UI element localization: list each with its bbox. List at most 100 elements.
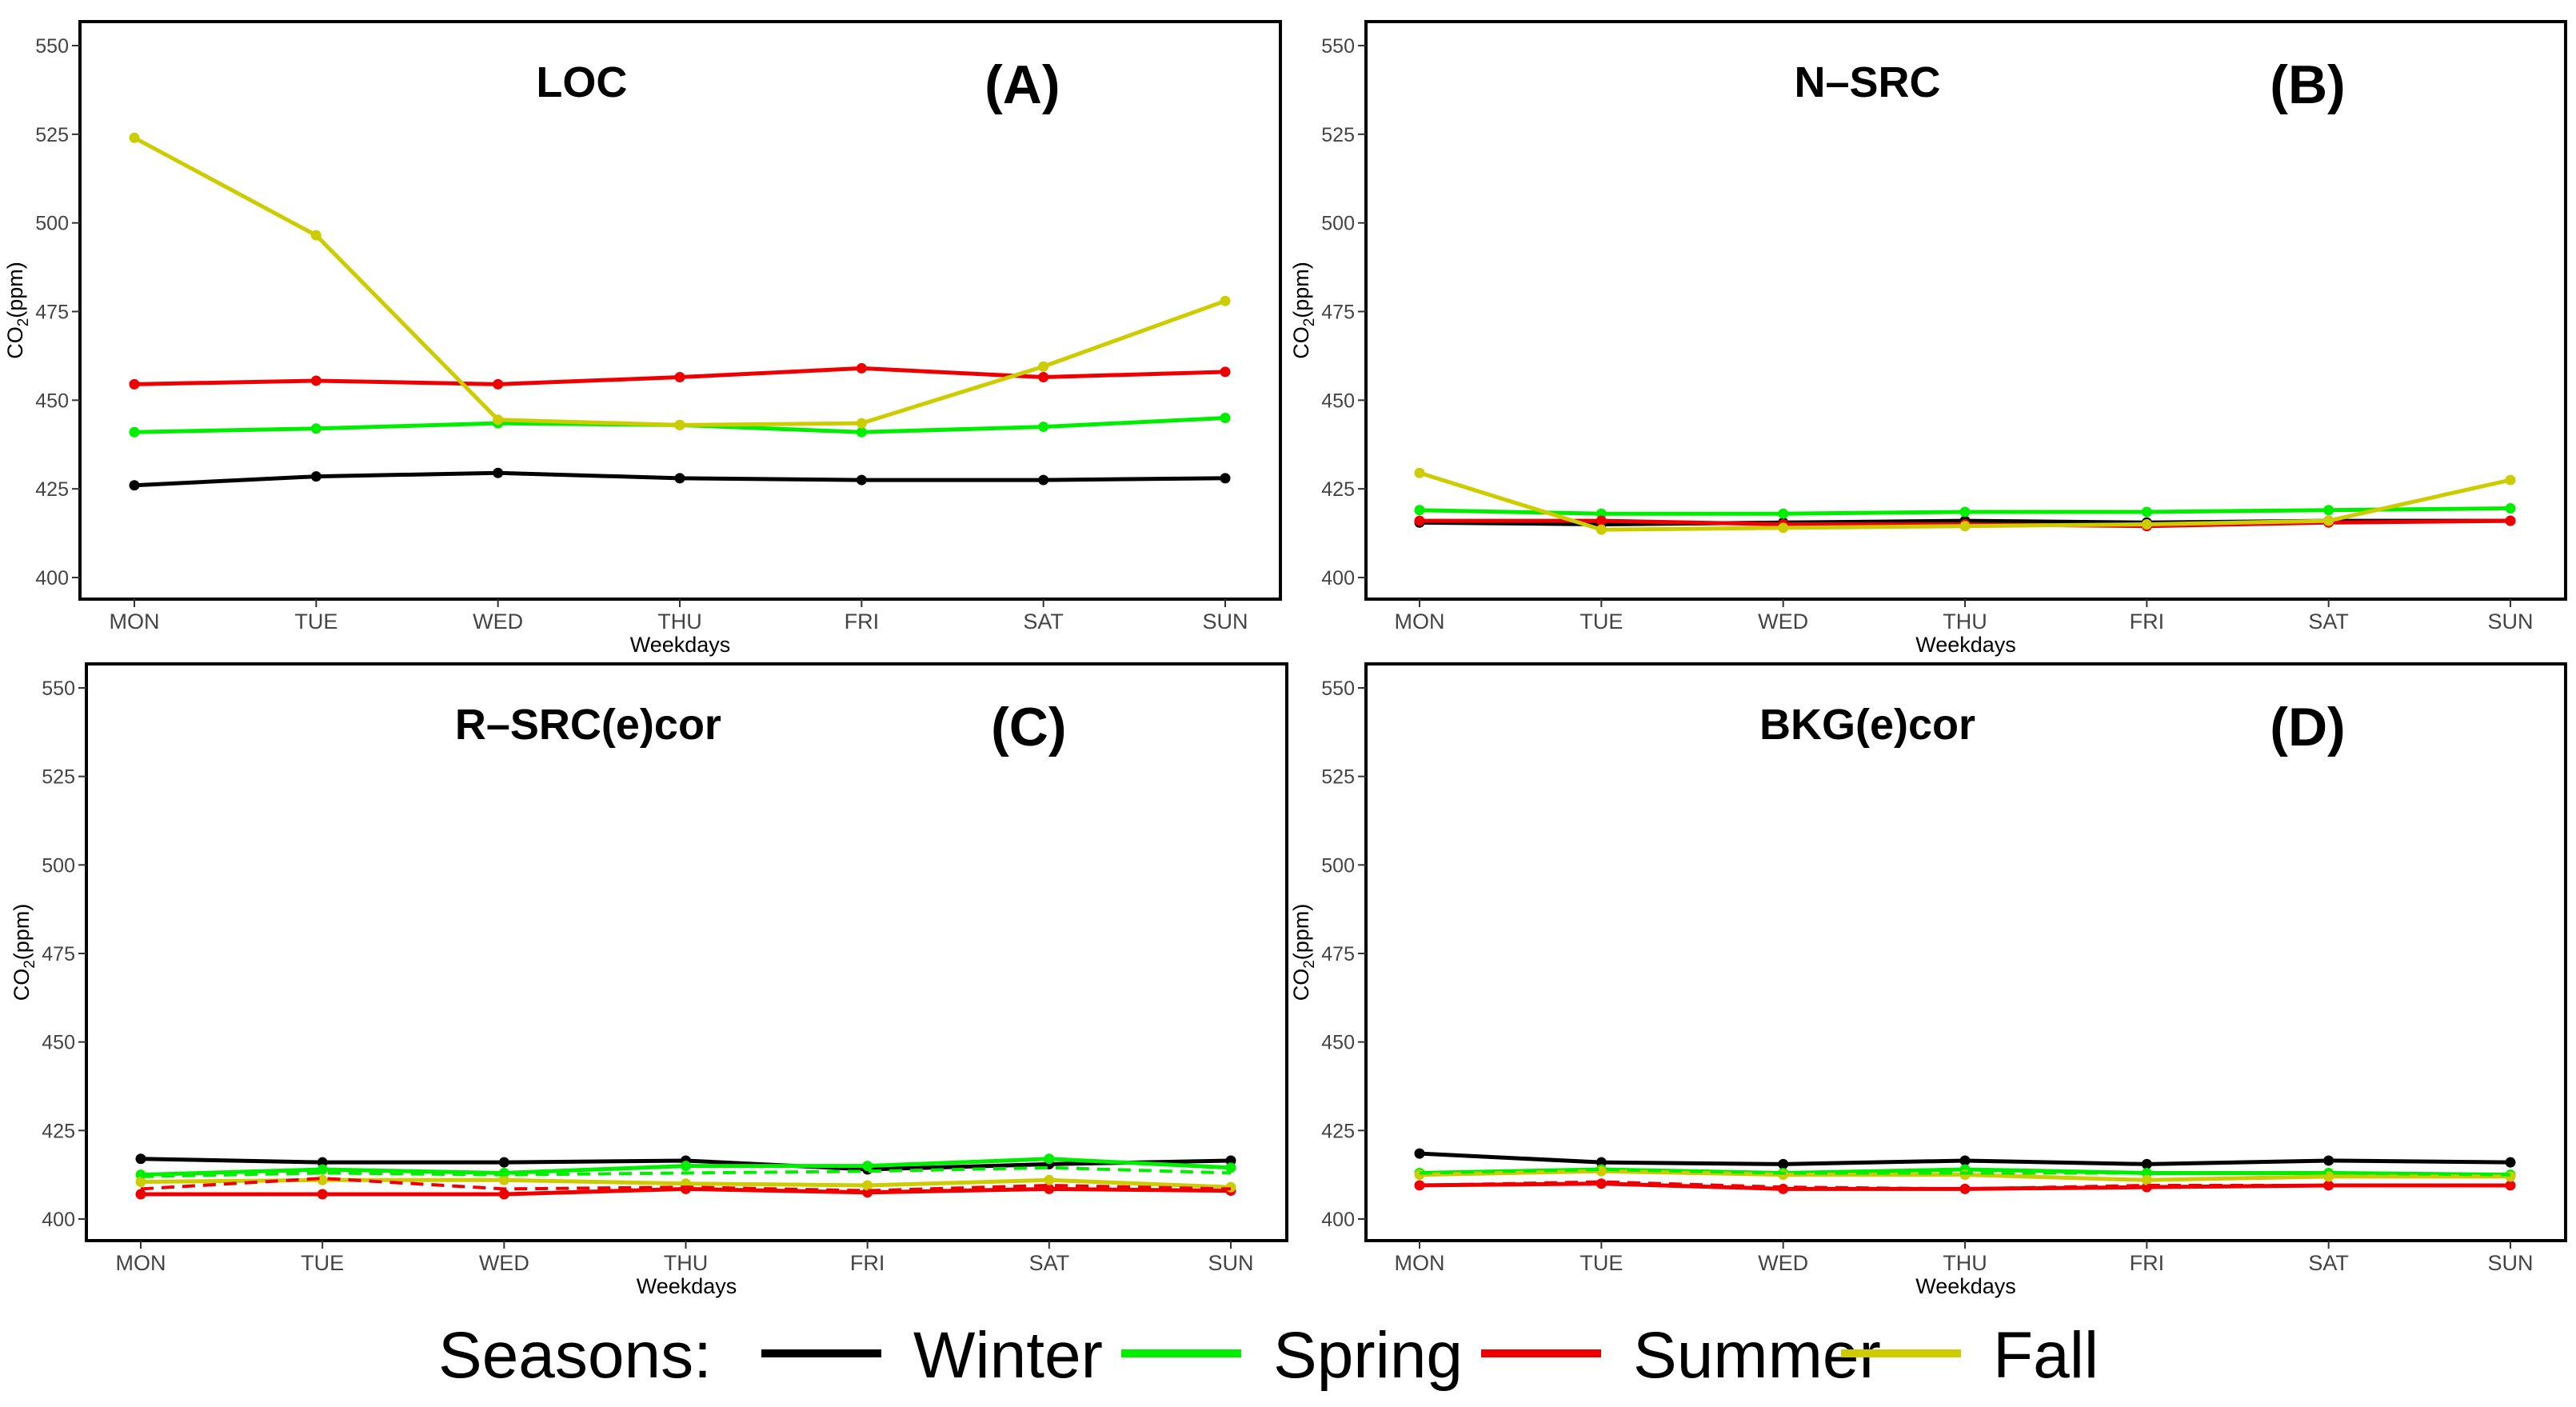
panel-frame	[78, 20, 1282, 601]
y-tick-label: 525	[1321, 766, 1355, 789]
legend-label-spring: Spring	[1273, 1319, 1463, 1392]
y-axis-label-part: (ppm)	[1289, 262, 1313, 318]
y-axis-label: CO2(ppm)	[1289, 904, 1318, 1001]
panel-c: 400 425 450 475 500 525 550 MON TUE WED THU FRI SAT S…	[10, 662, 1288, 1298]
data-point-spring	[1038, 422, 1049, 433]
series-line-spring-dashed	[1419, 1168, 2511, 1177]
data-point-fall	[2505, 1171, 2516, 1182]
data-point-fall	[310, 230, 322, 241]
panel-title: N–SRC	[1794, 58, 1940, 106]
data-point-summer	[2323, 1180, 2334, 1191]
data-point-fall	[1225, 1181, 1236, 1193]
x-axis-label: Weekdays	[637, 1274, 737, 1298]
data-point-spring	[1044, 1153, 1055, 1165]
y-tick-label: 400	[42, 1209, 75, 1231]
data-point-spring	[1220, 413, 1231, 423]
series-winter	[135, 1153, 1236, 1175]
x-tick-label: MON	[110, 610, 160, 634]
legend-title: Seasons:	[438, 1319, 712, 1392]
y-tick-label: 550	[35, 35, 69, 58]
y-axis-label-part: 2	[22, 960, 38, 969]
data-point-winter	[493, 467, 504, 478]
series-summer	[1414, 1178, 2516, 1194]
panel-b: 400 425 450 475 500 525 550 MON TUE WED THU FRI SAT S…	[1289, 20, 2567, 657]
data-point-summer	[1596, 1178, 1607, 1189]
series-winter	[1414, 1148, 2516, 1169]
y-tick-label: 450	[1321, 390, 1355, 412]
y-tick-label: 525	[42, 766, 75, 789]
y-tick-label: 425	[1321, 478, 1355, 501]
data-point-fall	[1220, 295, 1231, 306]
y-tick-label: 475	[1321, 943, 1355, 965]
y-axis-label: CO2(ppm)	[10, 904, 38, 1001]
panel-frame	[1364, 662, 2567, 1242]
y-axis-label-part: (ppm)	[3, 262, 27, 318]
x-tick-label: TUE	[294, 610, 337, 634]
data-point-fall	[2323, 515, 2334, 526]
series-spring	[135, 1153, 1236, 1181]
panel-letter: (A)	[984, 54, 1060, 115]
y-axis-label: CO2(ppm)	[1289, 262, 1318, 359]
data-point-summer	[1038, 372, 1049, 383]
y-tick-label: 425	[35, 478, 69, 501]
x-axis-label: Weekdays	[630, 633, 731, 657]
panel-letter: (B)	[2270, 54, 2345, 115]
data-point-summer	[1778, 1183, 1789, 1194]
data-point-summer	[135, 1189, 146, 1200]
data-point-fall	[129, 132, 140, 143]
y-axis-label-part: 2	[15, 318, 32, 327]
x-tick-label: THU	[657, 610, 702, 634]
y-tick-label: 450	[35, 390, 69, 412]
y-tick-label: 400	[1321, 567, 1355, 590]
y-tick-label: 525	[35, 124, 69, 146]
series-spring	[1414, 503, 2516, 519]
y-tick-label: 500	[1321, 854, 1355, 877]
x-axis-label: Weekdays	[1915, 1274, 2016, 1298]
x-tick-label: SUN	[1208, 1251, 1253, 1275]
x-tick-label: SUN	[1202, 610, 1248, 634]
y-tick-label: 550	[1321, 678, 1355, 700]
series-spring-dashed	[1419, 1168, 2511, 1177]
x-tick-label: TUE	[1580, 1251, 1623, 1275]
y-tick-label: 550	[42, 678, 75, 700]
data-point-summer	[317, 1189, 328, 1200]
y-tick-label: 475	[35, 302, 69, 324]
x-tick-label: SAT	[1029, 1251, 1070, 1275]
y-tick-label: 425	[1321, 1120, 1355, 1142]
data-point-winter	[2505, 1157, 2516, 1168]
x-tick-label: WED	[1758, 1251, 1808, 1275]
panel-a: 400 425 450 475 500 525 550 MON TUE WED THU FRI SAT S…	[3, 20, 1282, 657]
panel-letter: (D)	[2270, 697, 2345, 757]
x-tick-label: FRI	[845, 610, 880, 634]
x-tick-label: SAT	[2308, 610, 2349, 634]
y-tick-label: 525	[1321, 124, 1355, 146]
data-point-winter	[1959, 1155, 1971, 1166]
series-fall	[1414, 467, 2516, 535]
series-line-spring-dashed	[140, 1165, 1232, 1178]
y-axis-label-part: CO	[3, 326, 27, 359]
data-point-spring	[1225, 1162, 1236, 1173]
data-point-fall	[317, 1174, 328, 1185]
y-axis-label-part: (ppm)	[1289, 904, 1313, 961]
data-point-winter	[2323, 1155, 2334, 1166]
data-point-winter	[674, 473, 685, 484]
data-point-spring	[862, 1161, 873, 1172]
x-tick-label: SAT	[1023, 610, 1064, 634]
legend-label-fall: Fall	[1993, 1319, 2099, 1392]
x-tick-label: FRI	[2130, 1251, 2165, 1275]
data-point-fall	[1596, 1165, 1607, 1177]
data-point-summer	[856, 362, 867, 374]
data-point-spring	[1778, 508, 1789, 519]
panel-d: 400 425 450 475 500 525 550 MON TUE WED THU FRI SAT S…	[1289, 662, 2567, 1298]
data-point-fall	[862, 1180, 873, 1191]
data-point-summer	[674, 372, 685, 383]
data-point-summer	[1596, 515, 1607, 526]
panel-title: BKG(e)cor	[1759, 701, 1975, 749]
data-point-fall	[2505, 474, 2516, 486]
data-point-fall	[1959, 1169, 1971, 1181]
x-tick-label: MON	[1395, 1251, 1445, 1275]
data-point-winter	[1414, 1148, 1425, 1159]
series-spring-dashed	[140, 1165, 1232, 1178]
data-point-winter	[498, 1157, 509, 1168]
